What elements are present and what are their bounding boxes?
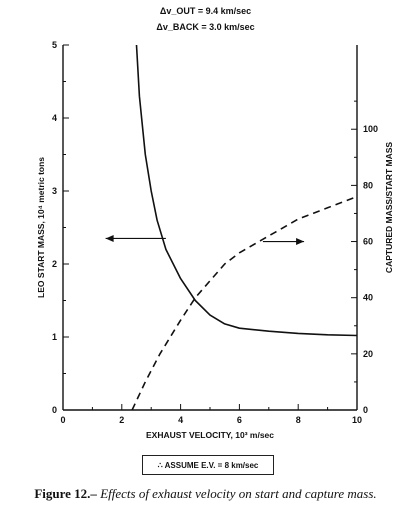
assumption-note: ∴ ASSUME E.V. = 8 km/sec (142, 455, 274, 475)
start-mass-line (135, 44, 358, 337)
caption-label: Figure 12.– (34, 486, 97, 501)
y-left-tick-label: 1 (52, 332, 57, 342)
x-tick-label: 10 (352, 415, 362, 425)
figure-caption: Figure 12.– Effects of exhaust velocity … (0, 485, 411, 503)
y-right-tick-label: 60 (363, 237, 373, 247)
y-left-tick-label: 5 (52, 40, 57, 50)
y-left-tick-label: 0 (52, 405, 57, 415)
y-left-tick-label: 3 (52, 186, 57, 196)
x-tick-label: 8 (296, 415, 301, 425)
x-axis-label: EXHAUST VELOCITY, 10³ m/sec (146, 430, 274, 440)
plot-frame (62, 45, 358, 411)
axis-arrows (105, 234, 305, 246)
right-arrowhead (296, 238, 305, 246)
delta-v-out-label: Δv_OUT = 9.4 km/sec (159, 6, 252, 16)
delta-v-back-label: Δv_BACK = 3.0 km/sec (156, 22, 255, 32)
series-lines (131, 44, 358, 411)
x-tick-label: 6 (237, 415, 242, 425)
y-right-tick-label: 40 (363, 293, 373, 303)
axis-labels: EXHAUST VELOCITY, 10³ m/sec LEO START MAS… (36, 142, 394, 440)
y-right-tick-label: 20 (363, 349, 373, 359)
caption-text: Effects of exhaust velocity on start and… (100, 486, 377, 501)
x-tick-label: 2 (119, 415, 124, 425)
y-left-tick-label: 2 (52, 259, 57, 269)
y-left-tick-label: 4 (52, 113, 57, 123)
x-tick-label: 0 (60, 415, 65, 425)
y-left-axis-label: LEO START MASS, 10⁴ metric tons (36, 157, 46, 298)
y-right-tick-label: 100 (363, 124, 378, 134)
x-tick-label: 4 (178, 415, 183, 425)
y-right-tick-label: 80 (363, 180, 373, 190)
capture-ratio-line (131, 195, 358, 411)
y-right-axis-label: CAPTURED MASS/START MASS (384, 142, 394, 273)
left-arrowhead (105, 234, 114, 242)
y-right-tick-label: 0 (363, 405, 368, 415)
